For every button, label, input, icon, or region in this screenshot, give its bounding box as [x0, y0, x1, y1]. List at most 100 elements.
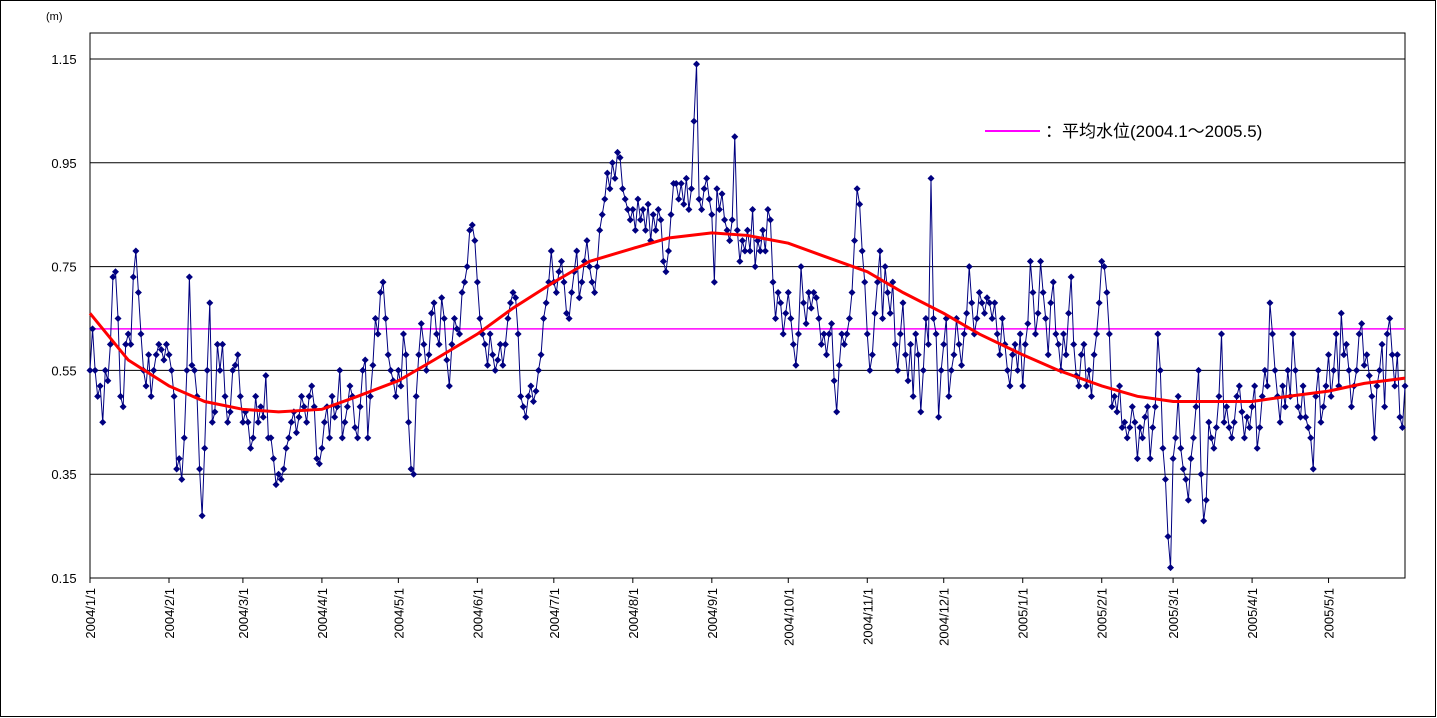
data-point — [229, 366, 237, 374]
data-point — [89, 325, 97, 333]
data-point — [902, 351, 910, 359]
data-point — [287, 418, 295, 426]
data-point — [769, 278, 777, 286]
data-point — [1146, 455, 1154, 463]
data-point — [1225, 423, 1233, 431]
data-point — [320, 418, 328, 426]
data-point — [932, 330, 940, 338]
data-point — [1246, 423, 1254, 431]
data-point — [1095, 299, 1103, 307]
data-point — [1118, 423, 1126, 431]
data-point — [596, 226, 604, 234]
data-point — [127, 340, 135, 348]
data-point — [1177, 444, 1185, 452]
data-point — [774, 289, 782, 297]
data-point — [1014, 366, 1022, 374]
data-point — [1340, 351, 1348, 359]
data-point — [968, 299, 976, 307]
data-point — [257, 403, 265, 411]
data-point — [512, 294, 520, 302]
data-point — [682, 174, 690, 182]
series-line — [88, 231, 1406, 414]
data-point — [988, 314, 996, 322]
data-point — [626, 216, 634, 224]
data-point — [185, 273, 193, 281]
data-point — [835, 361, 843, 369]
data-point — [249, 434, 257, 442]
data-point — [445, 382, 453, 390]
data-point — [1263, 382, 1271, 390]
data-point — [476, 314, 484, 322]
data-point — [927, 174, 935, 182]
data-point — [1080, 340, 1088, 348]
data-point — [361, 356, 369, 364]
data-point — [738, 237, 746, 245]
data-point — [845, 314, 853, 322]
data-point — [236, 392, 244, 400]
data-point — [532, 387, 540, 395]
data-point — [1197, 470, 1205, 478]
data-point — [1342, 340, 1350, 348]
data-point — [1042, 314, 1050, 322]
data-point — [1319, 403, 1327, 411]
data-point — [797, 263, 805, 271]
x-tick-label: 2004/2/1 — [162, 588, 177, 639]
data-point — [1223, 403, 1231, 411]
data-point — [377, 289, 385, 297]
data-point — [410, 470, 418, 478]
data-point — [664, 247, 672, 255]
data-point — [672, 180, 680, 188]
data-point — [183, 366, 191, 374]
data-point — [1006, 382, 1014, 390]
data-point — [1388, 351, 1396, 359]
data-point — [379, 278, 387, 286]
data-point — [173, 465, 181, 473]
data-point — [1098, 257, 1106, 265]
data-point — [354, 434, 362, 442]
data-point — [698, 205, 706, 213]
data-point — [1215, 392, 1223, 400]
data-point — [1304, 423, 1312, 431]
data-point — [369, 361, 377, 369]
data-point — [715, 205, 723, 213]
data-point — [417, 320, 425, 328]
data-point — [807, 304, 815, 312]
data-point — [965, 263, 973, 271]
data-point — [461, 278, 469, 286]
data-point — [1144, 403, 1152, 411]
x-tick-label: 2004/9/1 — [705, 588, 720, 639]
y-tick-label: 0.55 — [51, 363, 76, 378]
data-point — [919, 366, 927, 374]
data-point — [973, 314, 981, 322]
data-point — [1039, 289, 1047, 297]
data-point — [231, 361, 239, 369]
data-point — [868, 351, 876, 359]
data-point — [491, 366, 499, 374]
data-point — [1172, 434, 1180, 442]
x-tick-label: 2004/12/1 — [937, 588, 952, 646]
data-point — [1391, 382, 1399, 390]
data-point — [122, 340, 130, 348]
data-point — [792, 361, 800, 369]
data-point — [1187, 455, 1195, 463]
data-point — [1019, 382, 1027, 390]
data-point — [1105, 330, 1113, 338]
data-point — [1363, 351, 1371, 359]
data-point — [1291, 366, 1299, 374]
data-point — [328, 392, 336, 400]
data-point — [382, 314, 390, 322]
data-point — [326, 434, 334, 442]
data-point — [611, 174, 619, 182]
data-point — [458, 289, 466, 297]
data-point — [1139, 434, 1147, 442]
data-point — [986, 299, 994, 307]
data-point — [481, 340, 489, 348]
data-point — [1031, 330, 1039, 338]
data-point — [468, 221, 476, 229]
data-point — [983, 294, 991, 302]
data-point — [1161, 475, 1169, 483]
x-tick-label: 2004/10/1 — [781, 588, 796, 646]
data-point — [726, 237, 734, 245]
data-point — [1113, 408, 1121, 416]
data-point — [162, 340, 170, 348]
